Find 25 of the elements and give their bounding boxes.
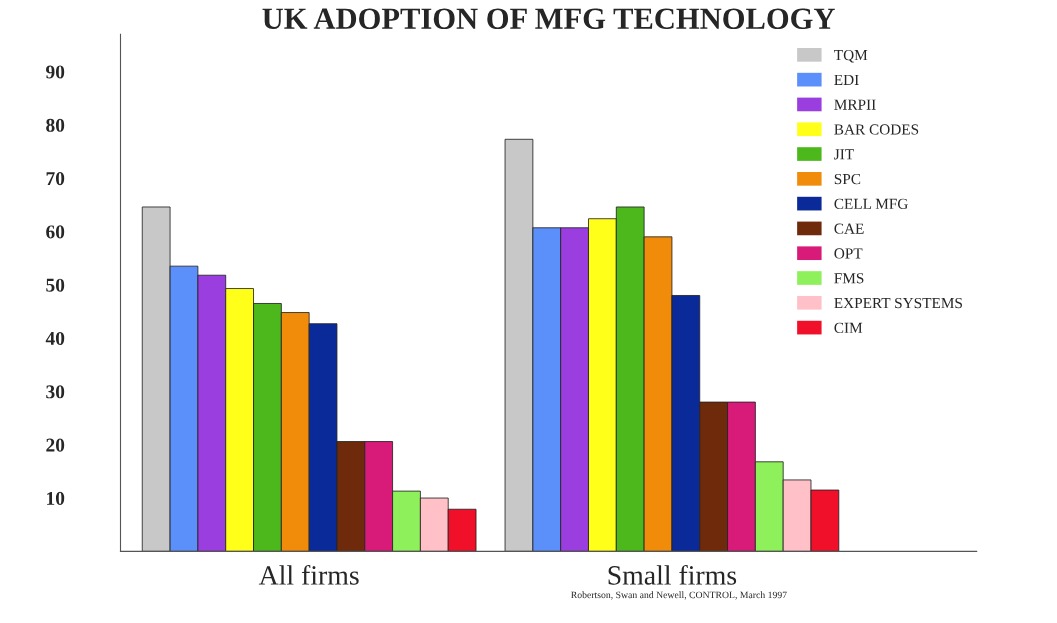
y-tick-label: 80	[46, 118, 65, 132]
legend-label: EDI	[834, 74, 859, 85]
y-tick-label: 50	[46, 278, 65, 292]
chart-title: UK ADOPTION OF MFG TECHNOLOGY	[262, 8, 835, 30]
y-tick-label: 60	[46, 225, 65, 239]
x-tick-label: All firms	[258, 564, 359, 585]
legend-label: SPC	[834, 173, 861, 185]
legend-label: MRPII	[834, 99, 876, 110]
legend-label: CAE	[834, 223, 864, 234]
y-tick-label: 40	[45, 331, 65, 346]
legend-label: FMS	[834, 273, 864, 284]
legend-label: BAR CODES	[834, 124, 919, 135]
y-tick-label: 10	[47, 491, 65, 505]
y-tick-label: 90	[46, 65, 65, 79]
legend-label: TQM	[834, 49, 868, 63]
y-tick-label: 20	[46, 438, 65, 452]
legend-label: CIM	[834, 322, 863, 333]
x-tick-label: Small firms	[608, 564, 737, 585]
legend-label: JIT	[834, 149, 854, 160]
y-tick-label: 70	[46, 172, 65, 186]
legend-label: OPT	[834, 248, 863, 259]
text: Robertson, Swan and Newell, CONTROL, March 1997	[571, 591, 787, 600]
y-tick-label: 30	[46, 385, 65, 399]
legend-label: EXPERT SYSTEMS	[834, 297, 962, 309]
legend-label: CELL MFG	[834, 198, 908, 210]
